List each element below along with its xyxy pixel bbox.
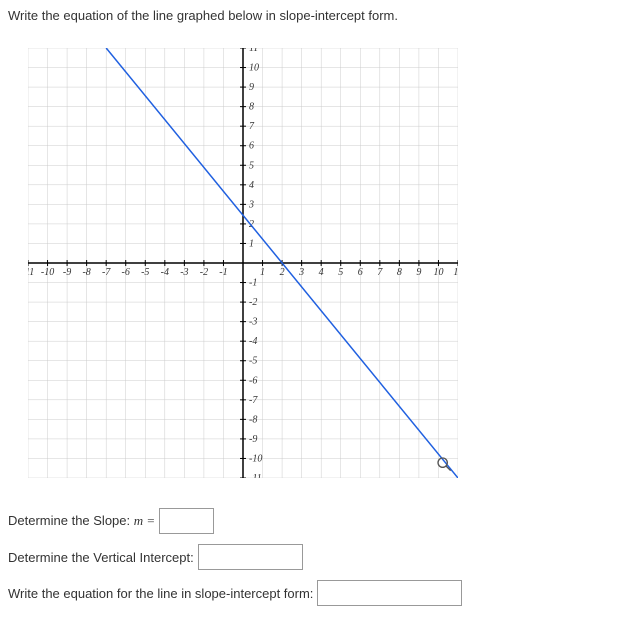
svg-text:11: 11: [453, 267, 458, 278]
equation-label: Write the equation for the line in slope…: [8, 586, 313, 601]
svg-text:-5: -5: [249, 356, 257, 367]
svg-text:6: 6: [249, 141, 254, 152]
svg-text:5: 5: [249, 160, 254, 171]
slope-input[interactable]: [159, 508, 214, 534]
intercept-label: Determine the Vertical Intercept:: [8, 550, 194, 565]
slope-label-text: Determine the Slope:: [8, 513, 134, 528]
svg-text:9: 9: [416, 267, 421, 278]
svg-text:-5: -5: [141, 267, 149, 278]
svg-text:10: 10: [249, 63, 259, 74]
equation-row: Write the equation for the line in slope…: [8, 580, 610, 606]
intercept-input[interactable]: [198, 544, 303, 570]
svg-text:10: 10: [433, 267, 443, 278]
graph: -11-10-9-8-7-6-5-4-3-2-11234567891011-11…: [28, 48, 458, 478]
svg-text:8: 8: [249, 102, 254, 113]
svg-text:6: 6: [358, 267, 363, 278]
equation-input[interactable]: [317, 580, 462, 606]
svg-text:-7: -7: [249, 395, 258, 406]
svg-text:-2: -2: [249, 297, 257, 308]
svg-text:-11: -11: [249, 473, 262, 478]
svg-text:1: 1: [249, 238, 254, 249]
svg-text:-2: -2: [200, 267, 208, 278]
svg-text:-4: -4: [249, 336, 257, 347]
svg-text:-4: -4: [161, 267, 169, 278]
svg-text:-1: -1: [249, 278, 257, 289]
svg-text:11: 11: [249, 48, 258, 54]
svg-text:4: 4: [249, 180, 254, 191]
svg-text:2: 2: [280, 267, 285, 278]
intercept-row: Determine the Vertical Intercept:: [8, 544, 610, 570]
svg-text:-1: -1: [219, 267, 227, 278]
magnify-icon[interactable]: [436, 456, 452, 472]
svg-text:4: 4: [319, 267, 324, 278]
slope-symbol: m =: [134, 513, 155, 528]
svg-text:-3: -3: [249, 317, 257, 328]
svg-text:-9: -9: [249, 434, 257, 445]
question-text: Write the equation of the line graphed b…: [8, 8, 610, 23]
svg-text:5: 5: [338, 267, 343, 278]
svg-text:-3: -3: [180, 267, 188, 278]
svg-text:-6: -6: [249, 375, 257, 386]
svg-text:1: 1: [260, 267, 265, 278]
svg-text:-7: -7: [102, 267, 111, 278]
svg-text:-11: -11: [28, 267, 34, 278]
svg-text:3: 3: [298, 267, 304, 278]
answer-form: Determine the Slope: m = Determine the V…: [8, 508, 610, 606]
svg-text:3: 3: [248, 199, 254, 210]
svg-text:-10: -10: [41, 267, 54, 278]
slope-row: Determine the Slope: m =: [8, 508, 610, 534]
svg-text:-8: -8: [82, 267, 90, 278]
slope-label: Determine the Slope: m =: [8, 513, 155, 529]
svg-text:-10: -10: [249, 453, 262, 464]
svg-text:-8: -8: [249, 414, 257, 425]
svg-text:9: 9: [249, 82, 254, 93]
svg-text:8: 8: [397, 267, 402, 278]
svg-text:-6: -6: [122, 267, 130, 278]
svg-text:-9: -9: [63, 267, 71, 278]
graph-svg: -11-10-9-8-7-6-5-4-3-2-11234567891011-11…: [28, 48, 458, 478]
